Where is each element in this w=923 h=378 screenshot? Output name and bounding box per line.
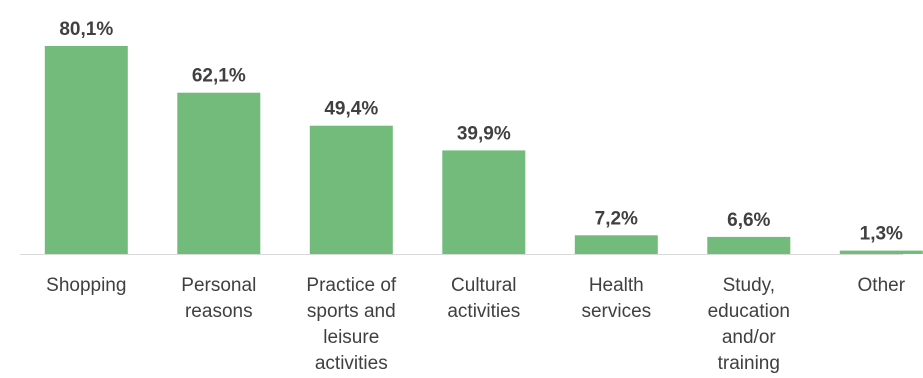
- category-label-line: Personal: [181, 275, 256, 296]
- category-label-4: Health services: [581, 275, 651, 322]
- category-label-line: Health: [589, 275, 644, 296]
- category-label-line: reasons: [185, 301, 253, 322]
- bars-group: [44, 46, 923, 254]
- value-label-5: 6,6%: [727, 210, 770, 231]
- value-label-4: 7,2%: [595, 208, 638, 229]
- category-label-line: sports and: [307, 301, 396, 322]
- value-labels-group: 80,1% 62,1% 49,4% 39,9% 7,2% 6,6% 1,3%: [59, 19, 903, 245]
- category-label-line: services: [581, 301, 651, 322]
- category-label-line: Other: [858, 275, 906, 296]
- bar-4: [574, 235, 658, 254]
- category-label-line: Study,: [723, 275, 775, 296]
- value-label-0: 80,1%: [59, 19, 113, 40]
- category-label-1: Personal reasons: [181, 275, 256, 322]
- bar-2: [309, 125, 393, 254]
- category-label-line: activities: [315, 353, 388, 374]
- value-label-1: 62,1%: [192, 66, 246, 87]
- bar-1: [177, 92, 261, 254]
- category-label-line: Shopping: [46, 275, 126, 296]
- category-labels-group: Shopping Personal reasons Practice of sports…: [46, 275, 906, 374]
- category-label-line: activities: [447, 301, 520, 322]
- category-label-3: Cultural activities: [447, 275, 520, 322]
- category-label-0: Shopping: [46, 275, 126, 296]
- category-label-line: leisure: [323, 327, 379, 348]
- category-label-5: Study, education and/or training: [708, 275, 790, 374]
- bar-6: [839, 250, 923, 254]
- value-label-2: 49,4%: [324, 99, 378, 120]
- bar-5: [707, 236, 791, 254]
- value-label-6: 1,3%: [860, 224, 903, 245]
- category-label-line: Cultural: [451, 275, 516, 296]
- category-label-line: education: [708, 301, 790, 322]
- category-label-line: training: [718, 353, 780, 374]
- value-label-3: 39,9%: [457, 123, 511, 144]
- category-label-line: Practice of: [306, 275, 396, 296]
- category-label-6: Other: [858, 275, 906, 296]
- category-label-line: and/or: [722, 327, 777, 348]
- category-label-2: Practice of sports and leisure activities: [306, 275, 396, 374]
- bar-0: [44, 46, 128, 254]
- bar-3: [442, 150, 526, 254]
